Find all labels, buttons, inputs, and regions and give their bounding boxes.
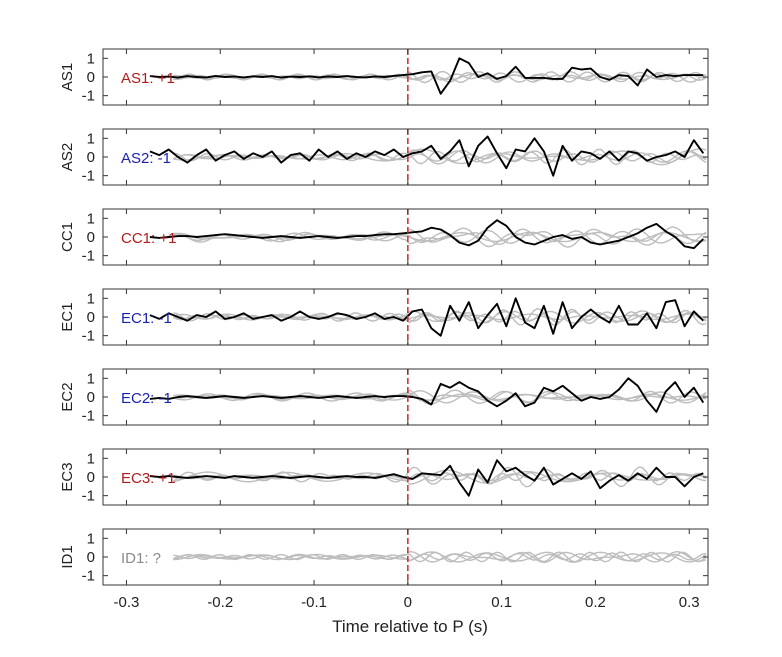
background-trace	[173, 150, 707, 164]
y-tick-label: 0	[87, 69, 95, 86]
y-tick-label: 0	[87, 549, 95, 566]
trace-ec2	[149, 377, 705, 413]
trace-as1	[149, 57, 704, 95]
y-tick-label: -1	[82, 408, 95, 425]
x-tick-label: -0.3	[114, 594, 140, 611]
y-tick-label: 1	[87, 450, 95, 467]
trace-ec3	[149, 459, 704, 497]
y-tick-label: 1	[87, 530, 95, 547]
y-tick-label: 1	[87, 290, 95, 307]
station-polarity-tag: AS1: +1	[121, 70, 175, 87]
background-trace	[173, 70, 707, 84]
panel-as2: -1 0 1 AS2 AS2: -1	[59, 128, 709, 186]
station-polarity-tag: EC1: -1	[121, 310, 172, 327]
station-polarity-tag: CC1: +1	[121, 230, 176, 247]
panel-ylabel: AS1	[59, 63, 76, 91]
y-tick-label: 0	[87, 309, 95, 326]
y-tick-label: 1	[87, 210, 95, 227]
x-axis-label: Time relative to P (s)	[332, 617, 488, 636]
panel-ylabel: CC1	[59, 222, 76, 252]
x-tick-label: 0.1	[491, 594, 512, 611]
panel-id1: -1 0 1 ID1 ID1: ?	[59, 528, 709, 586]
y-tick-label: -1	[82, 568, 95, 585]
y-tick-label: -1	[82, 488, 95, 505]
panel-ylabel: EC2	[59, 382, 76, 411]
y-tick-label: 0	[87, 469, 95, 486]
y-tick-label: -1	[82, 328, 95, 345]
station-polarity-tag: EC3: +1	[121, 470, 176, 487]
y-tick-label: 1	[87, 50, 95, 67]
trace-ec1	[149, 297, 704, 337]
panel-ec2: -1 0 1 EC2 EC2: -1	[59, 368, 709, 426]
background-trace	[173, 226, 707, 248]
y-tick-label: 0	[87, 229, 95, 246]
background-trace	[173, 471, 707, 483]
panel-as1: -1 0 1 AS1 AS1: +1	[59, 48, 709, 106]
x-tick-label: 0.3	[679, 594, 700, 611]
x-axis: Time relative to P (s) -0.3 -0.2 -0.1 0 0.1 0…	[114, 594, 700, 636]
panel-ylabel: EC3	[59, 462, 76, 491]
trace-cc1	[149, 219, 704, 250]
panel-ylabel: AS2	[59, 143, 76, 171]
trace-as2	[149, 135, 705, 177]
y-tick-label: 0	[87, 389, 95, 406]
background-trace	[173, 70, 707, 84]
background-trace	[172, 466, 707, 488]
y-tick-label: -1	[82, 248, 95, 265]
x-tick-label: 0	[404, 594, 412, 611]
panel-stack: -1 0 1 AS1 AS1: +1 -1 0 1 AS2 AS2: -1 -1 0 1 CC1 CC1: …	[59, 48, 709, 586]
y-tick-label: -1	[82, 88, 95, 105]
y-tick-label: 1	[87, 370, 95, 387]
y-tick-label: -1	[82, 168, 95, 185]
y-tick-label: 0	[87, 149, 95, 166]
y-tick-label: 1	[87, 130, 95, 147]
x-tick-label: -0.1	[301, 594, 327, 611]
panel-cc1: -1 0 1 CC1 CC1: +1	[59, 208, 709, 266]
station-polarity-tag: AS2: -1	[121, 150, 171, 167]
background-trace	[173, 229, 707, 245]
panel-ylabel: ID1	[59, 545, 76, 568]
background-trace	[173, 551, 707, 563]
x-tick-label: -0.2	[207, 594, 233, 611]
x-tick-label: 0.2	[585, 594, 606, 611]
panel-ec3: -1 0 1 EC3 EC3: +1	[59, 448, 709, 506]
station-polarity-tag: ID1: ?	[121, 550, 161, 567]
station-polarity-tag: EC2: -1	[121, 390, 172, 407]
panel-ylabel: EC1	[59, 302, 76, 331]
panel-ec1: -1 0 1 EC1 EC1: -1	[59, 288, 709, 346]
